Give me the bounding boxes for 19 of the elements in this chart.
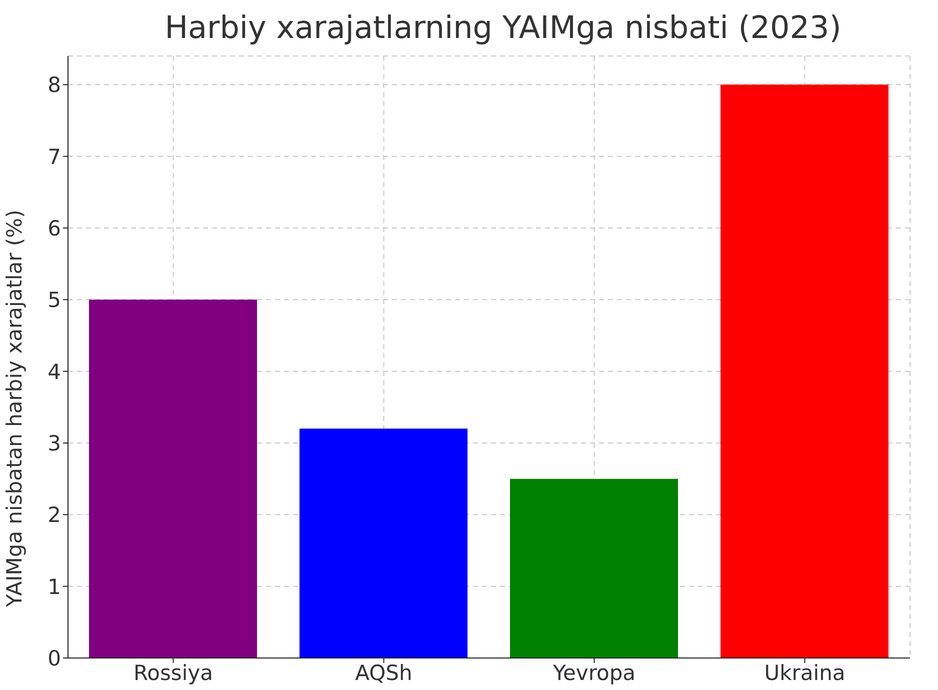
y-tick-label: 5: [48, 288, 61, 312]
chart-title: Harbiy xarajatlarning YAIMga nisbati (2023): [164, 10, 842, 46]
x-tick-label: Rossiya: [133, 660, 214, 685]
y-tick-label: 2: [48, 503, 61, 528]
bar: [89, 300, 257, 658]
y-tick-label: 7: [48, 144, 61, 169]
bar: [720, 84, 888, 658]
y-tick-label: 6: [48, 216, 61, 240]
x-tick-label: AQSh: [355, 660, 412, 685]
y-tick-label: 3: [48, 431, 61, 456]
y-axis-title: YAIMga nisbatan harbiy xarajatlar (%): [2, 210, 26, 608]
x-tick-label: Yevropa: [552, 660, 636, 685]
bar: [510, 478, 678, 658]
y-tick-label: 1: [48, 574, 61, 599]
y-tick-label: 8: [48, 73, 61, 98]
y-tick-label: 4: [48, 360, 61, 384]
y-tick-label: 0: [48, 646, 61, 670]
bar: [300, 428, 468, 658]
x-tick-label: Ukraina: [764, 660, 846, 685]
